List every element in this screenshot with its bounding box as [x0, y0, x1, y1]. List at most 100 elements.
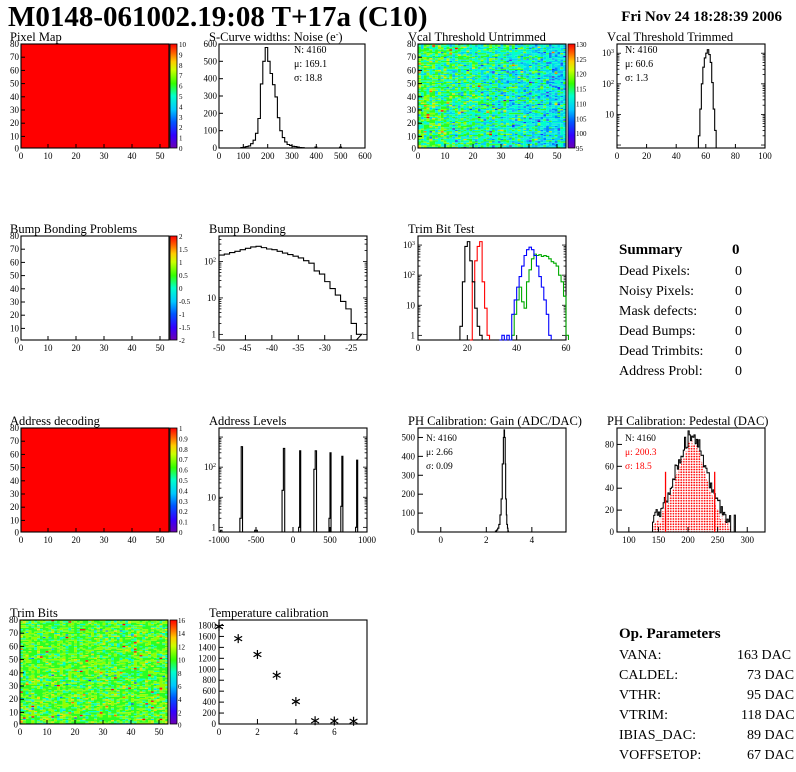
svg-text:8: 8	[179, 62, 183, 70]
svg-text:1400: 1400	[199, 642, 217, 652]
svg-text:0.5: 0.5	[179, 272, 188, 280]
svg-text:100: 100	[237, 151, 251, 161]
svg-text:4: 4	[530, 535, 535, 545]
svg-text:105: 105	[576, 115, 587, 123]
svg-text:-500: -500	[248, 535, 265, 545]
svg-text:40: 40	[672, 151, 682, 161]
svg-text:600: 600	[203, 686, 217, 696]
svg-text:0.8: 0.8	[179, 446, 188, 454]
svg-text:0: 0	[610, 527, 615, 537]
svg-text:50: 50	[9, 655, 19, 665]
svg-text:30: 30	[100, 343, 110, 353]
svg-text:PH Calibration: Pedestal (DAC): PH Calibration: Pedestal (DAC)	[607, 414, 768, 428]
svg-text:30: 30	[10, 105, 20, 115]
svg-text:70: 70	[407, 52, 417, 62]
svg-text:400: 400	[402, 451, 416, 461]
svg-text:Bump Bonding Problems: Bump Bonding Problems	[10, 222, 137, 236]
svg-text:60: 60	[10, 449, 20, 459]
svg-text:30: 30	[10, 297, 20, 307]
svg-text:0: 0	[217, 727, 222, 737]
svg-text:250: 250	[711, 535, 725, 545]
svg-text:σ: 18.5: σ: 18.5	[625, 462, 652, 472]
svg-text:10: 10	[406, 300, 416, 310]
svg-text:100: 100	[402, 508, 416, 518]
svg-text:N: 4160: N: 4160	[625, 434, 656, 444]
svg-text:0: 0	[19, 343, 24, 353]
svg-text:-25: -25	[345, 343, 357, 353]
svg-text:10: 10	[10, 515, 20, 525]
svg-text:σ: 1.3: σ: 1.3	[625, 73, 648, 84]
svg-text:500: 500	[402, 432, 416, 442]
svg-text:50: 50	[10, 79, 20, 89]
svg-text:20: 20	[463, 343, 473, 353]
svg-text:10: 10	[207, 293, 217, 303]
svg-text:S-Curve widths: Noise (e-): S-Curve widths: Noise (e-)	[209, 30, 343, 44]
svg-text:10: 10	[44, 343, 54, 353]
svg-text:0: 0	[615, 151, 620, 161]
svg-text:0: 0	[179, 529, 183, 537]
svg-text:1600: 1600	[199, 631, 217, 641]
svg-text:1: 1	[212, 522, 217, 532]
svg-text:10: 10	[10, 323, 20, 333]
svg-text:50: 50	[156, 343, 166, 353]
svg-text:120: 120	[576, 71, 587, 79]
svg-text:30: 30	[100, 535, 110, 545]
svg-text:125: 125	[576, 56, 587, 64]
svg-text:-1000: -1000	[209, 535, 230, 545]
svg-text:1200: 1200	[199, 653, 217, 663]
svg-text:50: 50	[156, 151, 166, 161]
svg-text:4: 4	[179, 103, 183, 111]
svg-text:200: 200	[681, 535, 695, 545]
svg-text:0: 0	[178, 722, 182, 730]
svg-text:6: 6	[178, 683, 182, 691]
svg-text:20: 20	[10, 310, 20, 320]
svg-text:30: 30	[100, 151, 110, 161]
svg-text:100: 100	[622, 535, 636, 545]
svg-text:0: 0	[416, 151, 421, 161]
svg-text:14: 14	[178, 630, 186, 638]
svg-text:70: 70	[10, 244, 20, 254]
svg-text:10: 10	[407, 131, 417, 141]
svg-text:μ: 200.3: μ: 200.3	[625, 448, 657, 458]
svg-text:10: 10	[207, 492, 217, 502]
svg-text:20: 20	[72, 343, 82, 353]
svg-text:0.1: 0.1	[179, 519, 188, 527]
svg-text:60: 60	[9, 641, 19, 651]
svg-text:500: 500	[204, 56, 218, 66]
svg-text:0: 0	[19, 151, 24, 161]
svg-text:103: 103	[602, 48, 614, 58]
svg-text:1: 1	[212, 329, 217, 339]
svg-text:102: 102	[204, 256, 216, 266]
svg-text:0: 0	[179, 145, 183, 153]
svg-text:400: 400	[310, 151, 324, 161]
svg-text:400: 400	[203, 697, 217, 707]
svg-text:600: 600	[204, 39, 218, 49]
svg-text:20: 20	[407, 118, 417, 128]
svg-text:10: 10	[43, 727, 53, 737]
svg-text:70: 70	[9, 628, 19, 638]
svg-text:12: 12	[178, 643, 186, 651]
svg-text:-1: -1	[179, 311, 185, 319]
svg-text:0: 0	[217, 151, 222, 161]
svg-text:40: 40	[10, 476, 20, 486]
svg-text:50: 50	[156, 535, 166, 545]
svg-text:80: 80	[10, 423, 20, 433]
svg-text:1000: 1000	[358, 535, 377, 545]
svg-text:1: 1	[179, 259, 183, 267]
svg-text:7: 7	[179, 72, 183, 80]
svg-text:-30: -30	[319, 343, 331, 353]
svg-text:60: 60	[10, 65, 20, 75]
svg-text:0: 0	[179, 285, 183, 293]
svg-text:60: 60	[701, 151, 711, 161]
svg-text:80: 80	[407, 39, 417, 49]
svg-text:100: 100	[576, 130, 587, 138]
svg-text:60: 60	[10, 257, 20, 267]
svg-text:6: 6	[332, 727, 337, 737]
svg-text:10: 10	[44, 151, 54, 161]
svg-text:40: 40	[128, 535, 138, 545]
svg-text:N: 4160: N: 4160	[426, 434, 457, 444]
svg-text:40: 40	[10, 92, 20, 102]
svg-text:40: 40	[127, 727, 137, 737]
svg-text:50: 50	[155, 727, 165, 737]
svg-text:40: 40	[605, 483, 615, 493]
